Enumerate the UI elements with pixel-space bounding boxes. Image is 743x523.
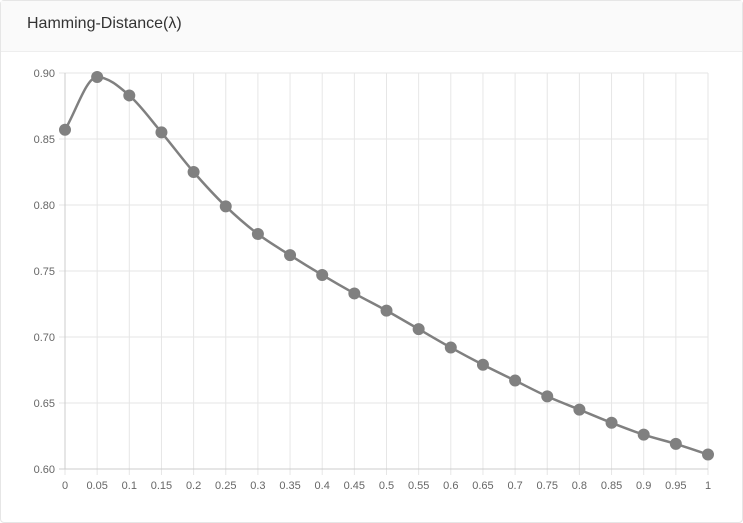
- data-point[interactable]: [187, 166, 200, 178]
- x-tick-label: 0.15: [151, 480, 172, 492]
- data-point[interactable]: [123, 89, 136, 102]
- data-point[interactable]: [155, 126, 168, 139]
- x-tick-label: 0: [62, 480, 68, 492]
- axes: [59, 73, 708, 470]
- y-axis-ticks: 0.90 0.85 0.80 0.75 0.70 0.65 0.60: [34, 68, 55, 476]
- data-point[interactable]: [637, 428, 650, 441]
- x-tick-label: 0.2: [186, 480, 201, 492]
- data-point[interactable]: [541, 390, 554, 403]
- data-point[interactable]: [573, 403, 586, 416]
- x-axis-ticks: 0 0.05 0.1 0.15 0.2 0.25 0.3 0.35 0.4 0.45 0.5 0.55…: [62, 480, 711, 492]
- y-tick-label: 0.90: [34, 68, 55, 80]
- y-tick-label: 0.70: [34, 332, 55, 344]
- data-point[interactable]: [251, 228, 264, 241]
- x-tick-label: 0.1: [122, 480, 137, 492]
- x-tick-label: 0.9: [636, 480, 651, 492]
- x-tick-label: 0.65: [472, 480, 493, 492]
- y-tick-label: 0.80: [34, 200, 55, 212]
- data-point[interactable]: [702, 448, 714, 461]
- x-tick-label: 0.4: [315, 480, 330, 492]
- x-tick-label: 0.05: [86, 480, 107, 492]
- data-point[interactable]: [444, 341, 457, 354]
- data-points: [59, 70, 714, 461]
- x-tick-label: 0.8: [572, 480, 587, 492]
- x-tick-label: 0.55: [408, 480, 429, 492]
- x-tick-label: 1: [705, 480, 711, 492]
- x-tick-label: 0.7: [507, 480, 522, 492]
- data-point[interactable]: [509, 374, 522, 387]
- chart-title: Hamming-Distance(λ): [27, 15, 182, 32]
- x-tick-label: 0.75: [537, 480, 558, 492]
- x-tick-label: 0.5: [379, 480, 394, 492]
- data-point[interactable]: [380, 304, 393, 317]
- y-tick-label: 0.60: [34, 464, 55, 476]
- card-header: Hamming-Distance(λ): [1, 1, 742, 52]
- data-point[interactable]: [348, 287, 361, 300]
- data-point[interactable]: [412, 323, 425, 336]
- data-point[interactable]: [476, 358, 489, 371]
- y-tick-label: 0.85: [34, 134, 55, 146]
- x-tick-label: 0.25: [215, 480, 236, 492]
- data-point[interactable]: [316, 268, 329, 281]
- y-tick-label: 0.75: [34, 266, 55, 278]
- x-tick-label: 0.6: [443, 480, 458, 492]
- data-point[interactable]: [219, 200, 232, 213]
- y-tick-label: 0.65: [34, 398, 55, 410]
- x-tick-label: 0.3: [250, 480, 265, 492]
- data-point[interactable]: [605, 416, 618, 429]
- data-point[interactable]: [91, 70, 104, 83]
- data-point[interactable]: [669, 437, 682, 450]
- gridlines: [59, 72, 709, 475]
- x-tick-label: 0.35: [279, 480, 300, 492]
- data-point[interactable]: [284, 249, 297, 262]
- data-point[interactable]: [59, 123, 71, 136]
- x-tick-label: 0.45: [344, 480, 365, 492]
- x-tick-label: 0.95: [665, 480, 686, 492]
- x-tick-label: 0.85: [601, 480, 622, 492]
